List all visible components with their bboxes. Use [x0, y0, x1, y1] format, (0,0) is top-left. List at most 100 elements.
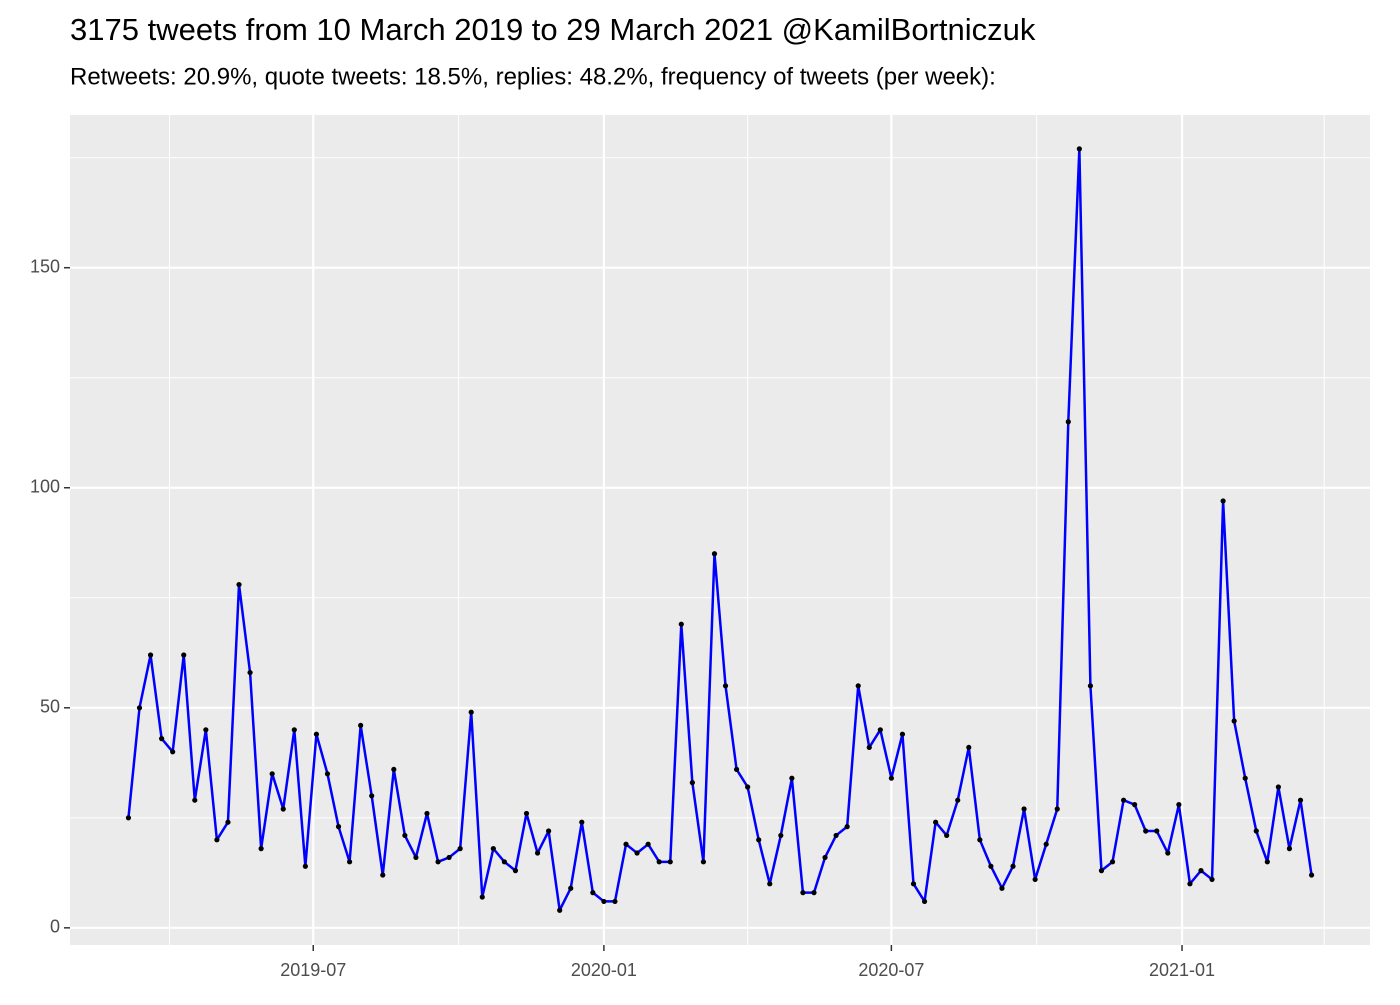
point	[955, 797, 961, 803]
point	[910, 881, 917, 887]
point	[479, 894, 485, 900]
x-tick-label: 2021-01	[1149, 960, 1215, 980]
point	[490, 846, 496, 852]
point	[590, 890, 596, 896]
point	[1286, 846, 1293, 852]
y-tick-label: 0	[50, 917, 60, 937]
point	[324, 771, 331, 777]
x-tick-label: 2020-07	[858, 960, 924, 980]
point	[1165, 850, 1171, 856]
point	[888, 775, 894, 781]
x-tick-label: 2019-07	[280, 960, 346, 980]
point	[391, 766, 397, 773]
point	[756, 837, 762, 843]
point	[302, 863, 308, 869]
point	[159, 736, 165, 742]
point	[236, 581, 242, 588]
point	[1154, 828, 1160, 834]
point	[933, 819, 939, 825]
point	[1098, 868, 1105, 874]
chart-title: 3175 tweets from 10 March 2019 to 29 Mar…	[70, 12, 1036, 47]
point	[722, 683, 729, 689]
point	[1076, 146, 1082, 152]
point	[1054, 806, 1060, 812]
point	[203, 727, 209, 733]
point	[192, 797, 198, 803]
point	[523, 810, 530, 817]
point	[1297, 797, 1304, 803]
point	[424, 810, 430, 817]
point	[1242, 775, 1248, 781]
point	[147, 652, 154, 658]
point	[1109, 859, 1116, 865]
point	[1032, 876, 1038, 883]
point	[170, 749, 176, 755]
point	[1176, 802, 1182, 808]
point	[468, 709, 474, 715]
point	[733, 766, 740, 773]
point	[767, 881, 773, 887]
point	[546, 828, 552, 834]
point	[446, 854, 452, 861]
x-tick-label: 2020-01	[571, 960, 637, 980]
point	[988, 863, 994, 869]
y-tick-label: 150	[30, 256, 60, 276]
point	[1143, 828, 1149, 834]
y-tick-label: 100	[30, 477, 60, 497]
point	[667, 859, 673, 865]
point	[1021, 806, 1027, 812]
point	[181, 652, 187, 658]
point	[822, 854, 828, 861]
point	[214, 837, 220, 843]
point	[789, 775, 795, 781]
point	[247, 669, 253, 676]
point	[358, 722, 364, 728]
point	[899, 731, 906, 737]
point	[512, 868, 519, 874]
point	[346, 859, 353, 865]
point	[291, 727, 297, 733]
plot-panel	[70, 115, 1370, 945]
point	[778, 832, 784, 839]
point	[1132, 802, 1138, 808]
point	[568, 885, 574, 891]
point	[557, 907, 563, 913]
point	[921, 898, 928, 905]
point	[678, 621, 684, 627]
point	[844, 824, 850, 830]
point	[656, 859, 662, 865]
point	[711, 551, 718, 557]
point	[1043, 841, 1049, 847]
point	[313, 731, 320, 737]
point	[612, 898, 618, 905]
point	[855, 683, 861, 689]
point	[645, 841, 651, 847]
line	[127, 147, 1313, 912]
point	[977, 837, 983, 843]
point	[745, 784, 751, 790]
point	[944, 832, 950, 839]
point	[380, 872, 386, 878]
point	[623, 841, 629, 847]
point	[601, 898, 607, 905]
point	[1187, 881, 1193, 887]
point	[369, 793, 375, 799]
point	[457, 846, 463, 852]
point	[225, 819, 231, 825]
point	[413, 854, 419, 861]
point	[877, 727, 883, 733]
point	[833, 832, 839, 839]
point	[634, 850, 640, 856]
point	[280, 806, 286, 812]
point	[1275, 784, 1281, 790]
point	[1120, 797, 1127, 803]
point	[1220, 498, 1226, 504]
point	[999, 885, 1005, 891]
y-tick-label: 50	[40, 697, 60, 717]
point	[1308, 872, 1315, 878]
point	[966, 744, 972, 751]
point	[335, 824, 342, 830]
point	[125, 815, 132, 821]
point	[435, 859, 441, 865]
point	[579, 819, 585, 825]
